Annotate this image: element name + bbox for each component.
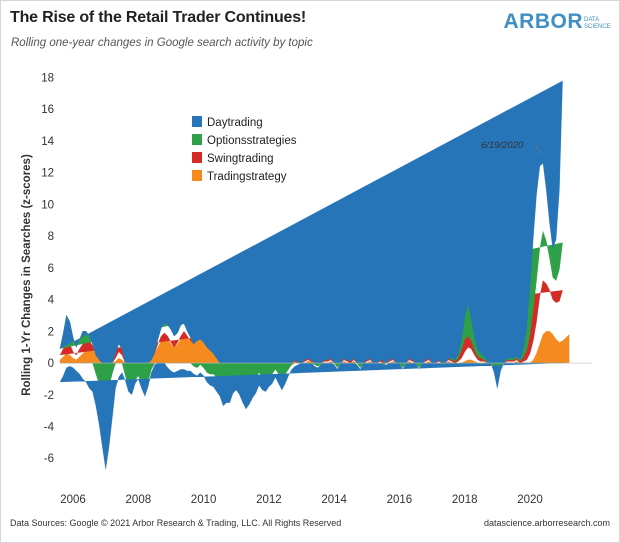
x-tick-label: 2010 (191, 494, 217, 506)
footer-url: datascience.arborresearch.com (483, 518, 610, 528)
x-tick-label: 2006 (60, 494, 86, 506)
chart-subtitle: Rolling one-year changes in Google searc… (11, 37, 313, 49)
logo-subtext: DATA SCIENCE (584, 17, 611, 30)
y-axis: -6 -4 -2 0 2 4 6 8 10 12 14 16 18 (41, 73, 54, 466)
y-tick-label: 14 (41, 136, 54, 148)
y-tick-label: 18 (41, 73, 54, 85)
y-tick-label: -2 (44, 390, 54, 402)
y-tick-label: 10 (41, 199, 54, 211)
legend: Daytrading Optionsstrategies Swingtrading T… (192, 116, 297, 183)
y-tick-label: 12 (41, 168, 54, 180)
x-tick-label: 2008 (126, 494, 152, 506)
legend-label-swingtrading: Swingtrading (207, 153, 273, 165)
y-tick-label: -6 (44, 453, 54, 465)
legend-label-optionsstrategies: Optionsstrategies (207, 135, 297, 147)
y-tick-label: 16 (41, 104, 54, 116)
legend-swatch-optionsstrategies (192, 134, 202, 145)
annotation-label: 6/19/2020 (481, 140, 524, 151)
y-tick-label: -4 (44, 421, 55, 433)
arbor-logo: ARBOR DATA SCIENCE (504, 10, 611, 34)
legend-label-daytrading: Daytrading (207, 117, 263, 129)
y-tick-label: 0 (48, 358, 54, 370)
x-tick-label: 2018 (452, 494, 478, 506)
x-tick-label: 2012 (256, 494, 282, 506)
y-tick-label: 4 (48, 295, 55, 307)
y-tick-label: 8 (48, 231, 54, 243)
x-tick-label: 2014 (321, 494, 347, 506)
y-tick-label: 2 (48, 326, 54, 338)
x-tick-label: 2020 (517, 494, 543, 506)
x-tick-label: 2016 (387, 494, 413, 506)
legend-swatch-daytrading (192, 116, 202, 127)
annotation-leader (534, 144, 543, 155)
chart-title: The Rise of the Retail Trader Continues! (10, 9, 307, 26)
legend-swatch-tradingstrategy (192, 170, 202, 181)
legend-swatch-swingtrading (192, 152, 202, 163)
area-daytrading-pos (59, 80, 563, 364)
footer-source: Data Sources: Google © 2021 Arbor Resear… (10, 518, 342, 528)
y-axis-label: Rolling 1-Yr Changes in Searches (z-scor… (21, 154, 33, 396)
logo-wordmark: ARBOR (503, 10, 583, 33)
legend-label-tradingstrategy: Tradingstrategy (207, 171, 287, 183)
y-tick-label: 6 (48, 263, 54, 275)
x-axis: 2006 2008 2010 2012 2014 2016 2018 2020 (60, 494, 543, 506)
area-layer (59, 80, 570, 470)
